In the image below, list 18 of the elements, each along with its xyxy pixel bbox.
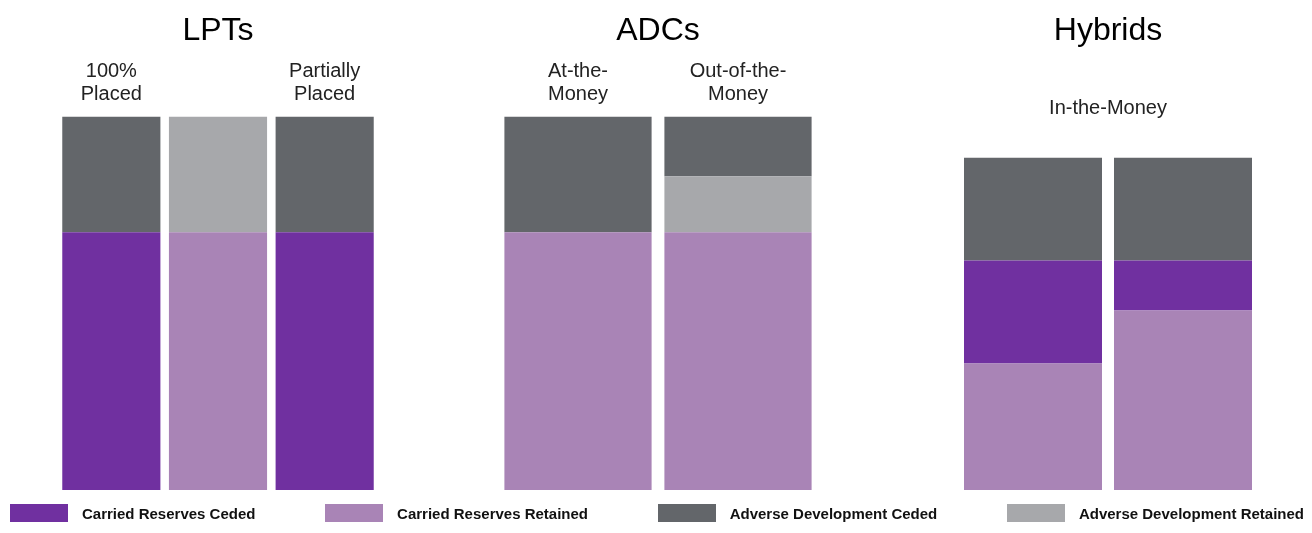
bar [964,157,1102,261]
x-tick-label: At-the-Money [547,59,609,105]
chart-subtitle: In-the-Money [1049,95,1167,118]
legend-label: Carried Reserves Ceded [82,504,256,522]
bar [1114,310,1252,490]
bar [964,363,1102,490]
bar [964,260,1102,364]
x-tick-label: 100% Placed [80,59,142,105]
chart-title: LPTs [182,11,254,48]
legend-label: Adverse Development Ceded [729,504,938,522]
chart-title: ADCs [616,11,700,48]
chart-title: Hybrids [1053,11,1163,48]
bar [1114,260,1252,311]
bar [1114,157,1252,261]
legend-label: Adverse Development Retained [1078,504,1304,522]
x-tick-label: Out-of-the-Money [689,59,787,105]
x-tick-label: Partially Placed [289,59,361,105]
legend-label: Carried Reserves Retained [397,504,589,522]
